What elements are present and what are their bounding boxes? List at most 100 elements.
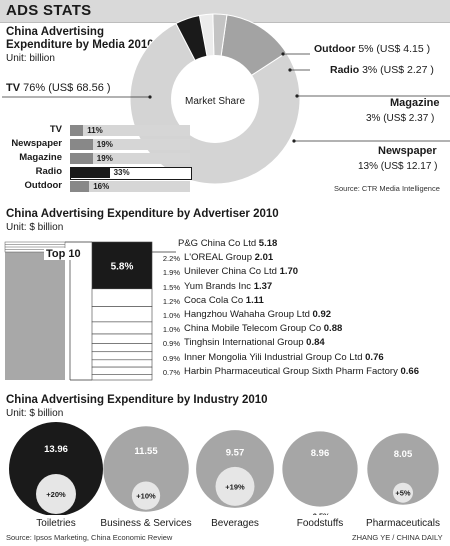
advertiser-segment-2 (91, 288, 153, 307)
advertiser-segment-9 (91, 366, 153, 375)
growth-bar-value-magazine: 19% (96, 154, 113, 163)
pie-label-radio-name: Radio (330, 64, 360, 76)
advertiser-share-2: 2.2% (162, 254, 180, 264)
industry-unit: Unit: $ billion (6, 408, 64, 419)
industry-growth-bubble-2 (131, 481, 161, 510)
pie-label-newspaper-detail: 13% (US$ 12.17 ) (358, 161, 438, 172)
leader-dot-radio (288, 68, 292, 72)
advertiser-value: 1.70 (279, 266, 299, 278)
advertiser-share-5: 1.2% (162, 296, 180, 306)
pie-label-outdoor: Outdoor 5% (US$ 4.15 ) (314, 43, 430, 55)
advertiser-share-3: 1.9% (162, 268, 180, 278)
footer-source: Source: Ipsos Marketing, China Economic … (6, 533, 173, 542)
growth-bar-value-newspaper: 19% (96, 140, 113, 149)
growth-bar-magazine (70, 153, 93, 164)
pie-label-tv-name: TV (6, 82, 21, 94)
advertiser-name: Inner Mongolia Yili Industrial Group Co … (184, 351, 366, 363)
industry-growth-bubble-3 (215, 466, 255, 506)
media-unit: Unit: billion (6, 53, 55, 64)
industry-growth-3: +19% (225, 482, 245, 491)
advertiser-title: China Advertising Expenditure by Adverti… (6, 208, 279, 220)
growth-bar-track-magazine (70, 153, 190, 164)
advertiser-segment-3 (91, 306, 153, 323)
pie-label-tv-detail: 76% (US$ 68.56 ) (23, 82, 111, 94)
advertiser-segment-8 (91, 359, 153, 368)
advertiser-share-10: 0.7% (162, 367, 180, 377)
pie-label-magazine-detail: 3% (US$ 2.37 ) (366, 113, 435, 124)
industry-growth-2: +10% (136, 492, 156, 501)
advertiser-row-10: Harbin Pharmaceutical Group Sixth Pharm … (184, 366, 419, 377)
industry-label-1: Toiletries (36, 518, 76, 529)
growth-row-label-outdoor: Outdoor (24, 180, 62, 191)
advertiser-segment-6 (91, 343, 153, 353)
growth-row-label-tv: TV (49, 124, 62, 135)
pie-label-radio: Radio 3% (US$ 2.27 ) (330, 64, 434, 76)
growth-bar-track-tv (70, 125, 190, 136)
advertiser-row-1: P&G China Co Ltd 5.18 (178, 238, 277, 249)
growth-bar-outdoor (70, 181, 90, 192)
advertiser-value: 1.11 (245, 294, 264, 306)
advertiser-segment-7 (91, 351, 153, 361)
advertiser-row-6: Hangzhou Wahaha Group Ltd 0.92 (184, 309, 331, 320)
industry-bubbles: 13.96 +20% 11.55 +10% 9.57 +19% 8.96 -0.5% 8.05 +… (9, 422, 439, 515)
growth-row-label-newspaper: Newspaper (11, 138, 62, 149)
advertiser-name: Tinghsin International Group (184, 337, 307, 349)
growth-bar-radio (70, 167, 110, 178)
advertiser-value: 1.37 (253, 280, 273, 292)
industry-value-1: 13.96 (44, 444, 68, 455)
media-title-line2: Expenditure by Media 2010 (6, 39, 154, 51)
industry-growth-5: +5% (395, 489, 411, 498)
leader-dot-magazine (295, 94, 299, 98)
growth-bar-value-outdoor: 16% (93, 182, 110, 191)
advertiser-row-7: China Mobile Telecom Group Co 0.88 (184, 323, 342, 334)
industry-bubble-4 (282, 431, 358, 507)
advertiser-share-9: 0.9% (162, 353, 180, 363)
footer-credit: ZHANG YE / CHINA DAILY (352, 533, 443, 542)
advertiser-value: 0.88 (323, 323, 343, 335)
leader-dot-tv (148, 95, 152, 99)
industry-label-2: Business & Services (100, 518, 192, 529)
industry-growth-4: -0.5% (310, 512, 330, 515)
industry-bubble-2 (103, 426, 189, 512)
advertiser-share-graphic: 5.8% (4, 241, 176, 381)
advertiser-value: 0.92 (312, 309, 332, 320)
advertiser-segment-4 (91, 321, 153, 335)
advertiser-row-2: L'OREAL Group 2.01 (184, 252, 273, 263)
pie-label-magazine-name-text: Magazine (390, 97, 440, 109)
advertiser-segment-10 (91, 374, 153, 381)
leader-dot-newspaper (292, 139, 296, 143)
advertiser-value: 2.01 (254, 252, 274, 264)
advertiser-row-5: Coca Cola Co 1.11 (184, 295, 264, 306)
industry-value-5: 8.05 (394, 449, 413, 460)
pie-label-tv: TV 76% (US$ 68.56 ) (6, 82, 111, 94)
growth-bar-newspaper (70, 139, 93, 150)
advertiser-name: P&G China Co Ltd (178, 238, 259, 249)
page-title: ADS STATS (6, 2, 92, 19)
industry-value-4: 8.96 (311, 448, 330, 459)
advertiser-name: Unilever China Co Ltd (184, 266, 280, 278)
advertiser-row-8: Tinghsin International Group 0.84 (184, 337, 325, 348)
industry-label-5: Pharmaceuticals (366, 518, 440, 529)
advertiser-value: 5.18 (258, 238, 278, 249)
growth-row-label-radio: Radio (35, 166, 62, 177)
industry-value-2: 11.55 (134, 446, 158, 457)
pie-label-magazine-name: Magazine (390, 97, 440, 109)
donut-center-label: Market Share (184, 96, 246, 107)
industry-growth-1: +20% (46, 490, 66, 499)
industry-label-3: Beverages (211, 518, 259, 529)
advertiser-segment-1 (91, 241, 153, 290)
industry-value-3: 9.57 (226, 447, 245, 458)
advertiser-row-9: Inner Mongolia Yili Industrial Group Co … (184, 352, 384, 363)
advertiser-name: Harbin Pharmaceutical Group Sixth Pharm … (184, 365, 401, 377)
leader-dot-outdoor (281, 52, 285, 56)
advertiser-name: L'OREAL Group (184, 252, 255, 264)
growth-bar-value-radio: 33% (113, 168, 130, 177)
donut-hole (171, 55, 259, 143)
pie-label-newspaper-name: Newspaper (378, 145, 437, 157)
pie-label-radio-detail: 3% (US$ 2.27 ) (362, 64, 434, 76)
pie-label-outdoor-detail: 5% (US$ 4.15 ) (358, 43, 431, 55)
advertiser-value: 0.76 (365, 351, 384, 363)
advertiser-value: 0.84 (306, 337, 325, 349)
growth-bar-track-newspaper (70, 139, 190, 150)
advertiser-unit: Unit: $ billion (6, 222, 64, 233)
